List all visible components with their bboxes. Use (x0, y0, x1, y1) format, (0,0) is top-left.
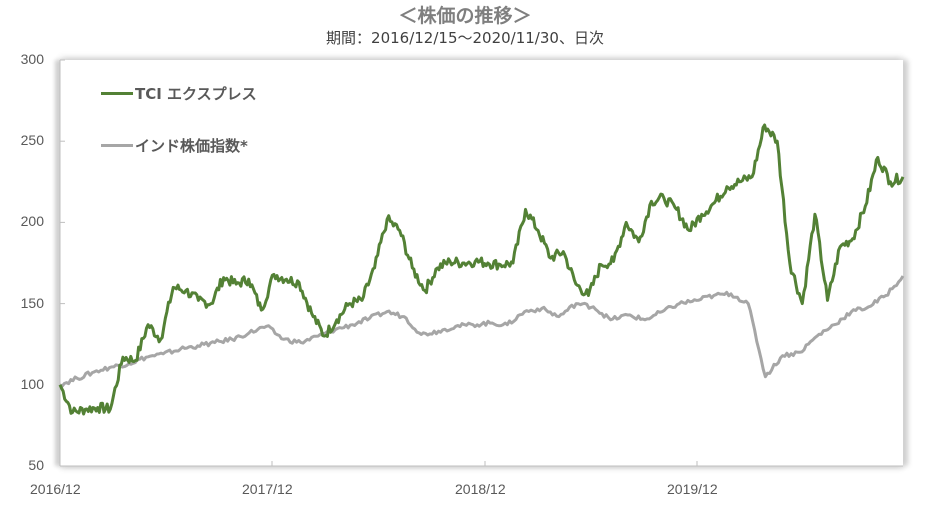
y-tick-label: 100 (20, 375, 44, 392)
y-tick-label: 200 (20, 213, 44, 230)
y-tick-label: 50 (28, 457, 44, 473)
tick-marks (60, 59, 698, 467)
series-line-india-index (59, 275, 905, 388)
legend-label: インド株価指数* (135, 137, 248, 155)
chart-title: ＜株価の推移＞ (398, 5, 532, 27)
legend-label: TCI エクスプレス (135, 85, 257, 103)
legend-line-green-icon (101, 92, 133, 95)
legend-line-gray-icon (101, 144, 133, 147)
x-tick-label: 2019/12 (667, 481, 718, 497)
y-tick-label: 250 (20, 132, 44, 149)
axes (59, 60, 903, 467)
chart-subtitle: 期間：2016/12/15～2020/11/30、日次 (326, 29, 604, 47)
x-tick-label: 2017/12 (242, 481, 293, 497)
legend-item-tci-express: TCI エクスプレス (101, 83, 257, 104)
y-tick-label: 300 (20, 51, 44, 67)
series-line-tci-express (58, 123, 905, 416)
x-tick-label: 2018/12 (455, 481, 506, 497)
x-tick-label: 2016/12 (30, 481, 81, 497)
y-tick-label: 150 (20, 294, 44, 311)
legend-item-india-index: インド株価指数* (101, 135, 248, 156)
